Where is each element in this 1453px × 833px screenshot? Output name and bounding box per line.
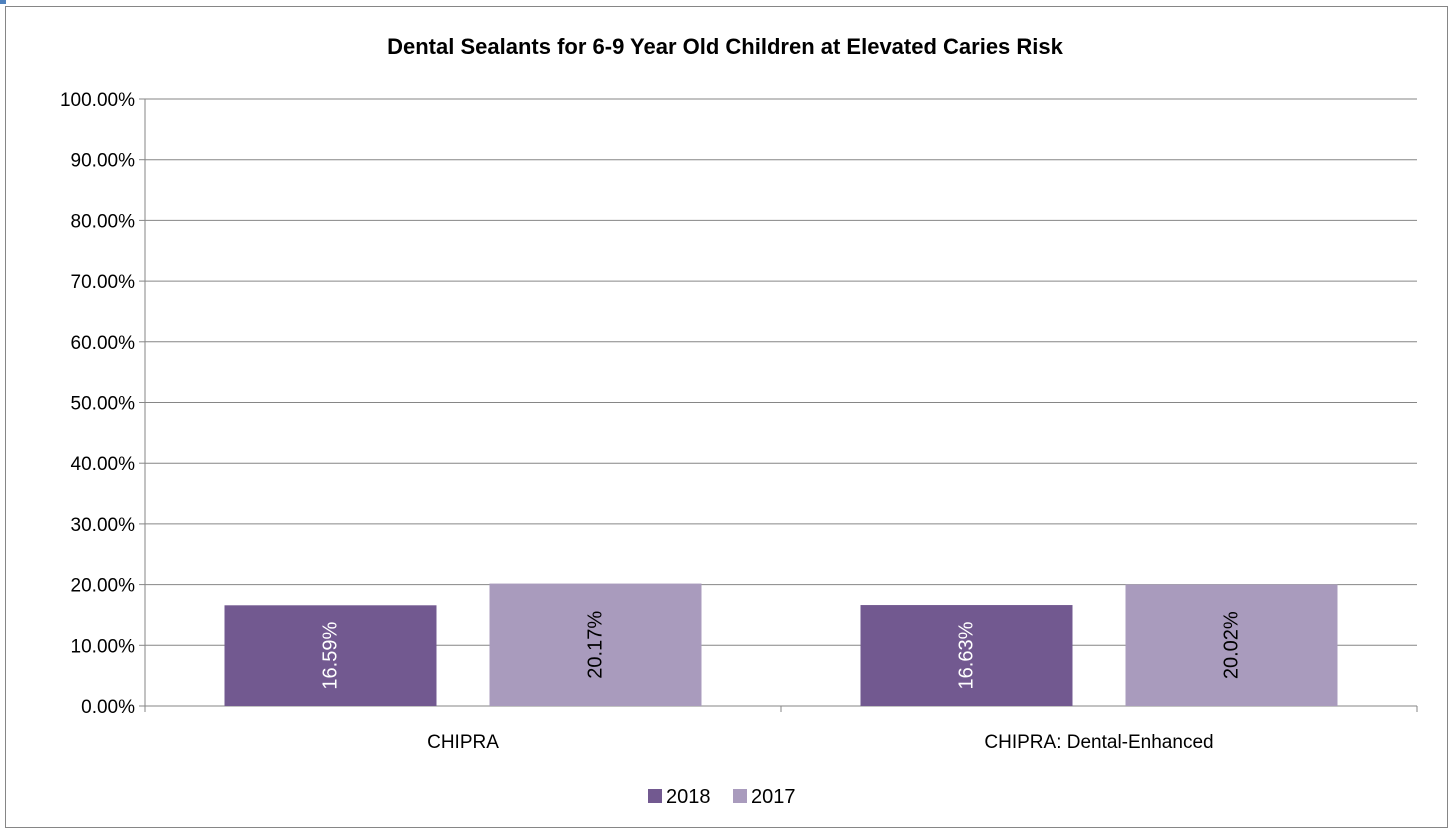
y-tick-label: 10.00%: [71, 636, 136, 657]
bar-2017-1: [1125, 584, 1338, 706]
legend-swatch-2018: [648, 789, 662, 803]
bar-2018-1: [860, 605, 1073, 706]
y-tick-label: 60.00%: [71, 333, 136, 354]
bar-2017-0: [489, 583, 702, 706]
legend-label-2017: 2017: [751, 786, 796, 808]
data-labels: 16.59% 20.17% 16.63% 20.02%: [320, 611, 1243, 690]
bar-2018-0: [224, 605, 437, 706]
legend-swatch-2017: [733, 789, 747, 803]
y-axis-tick-labels: 0.00% 10.00% 20.00% 30.00% 40.00% 50.00% 60.00…: [60, 90, 135, 718]
data-label: 16.63%: [956, 621, 978, 689]
y-tick-label: 90.00%: [71, 151, 136, 172]
x-tick-label: CHIPRA: Dental-Enhanced: [984, 732, 1213, 753]
bars: [224, 583, 1338, 706]
legend: 2018 2017: [648, 786, 796, 808]
y-tick-label: 30.00%: [71, 515, 136, 536]
data-label: 20.17%: [585, 611, 607, 679]
data-label: 20.02%: [1221, 611, 1243, 679]
corner-mark: [0, 0, 6, 4]
x-axis-tick-labels: CHIPRA CHIPRA: Dental-Enhanced: [427, 732, 1213, 753]
chart-title: Dental Sealants for 6-9 Year Old Childre…: [387, 34, 1064, 59]
y-tick-label: 80.00%: [71, 211, 136, 232]
x-tick-label: CHIPRA: [427, 732, 499, 753]
y-tick-label: 40.00%: [71, 454, 136, 475]
y-tick-label: 0.00%: [81, 697, 135, 718]
data-label: 16.59%: [320, 622, 342, 690]
y-tick-label: 20.00%: [71, 576, 136, 597]
legend-label-2018: 2018: [666, 786, 711, 808]
y-tick-label: 50.00%: [71, 394, 136, 415]
y-tick-label: 70.00%: [71, 272, 136, 293]
y-tick-label: 100.00%: [60, 90, 135, 111]
